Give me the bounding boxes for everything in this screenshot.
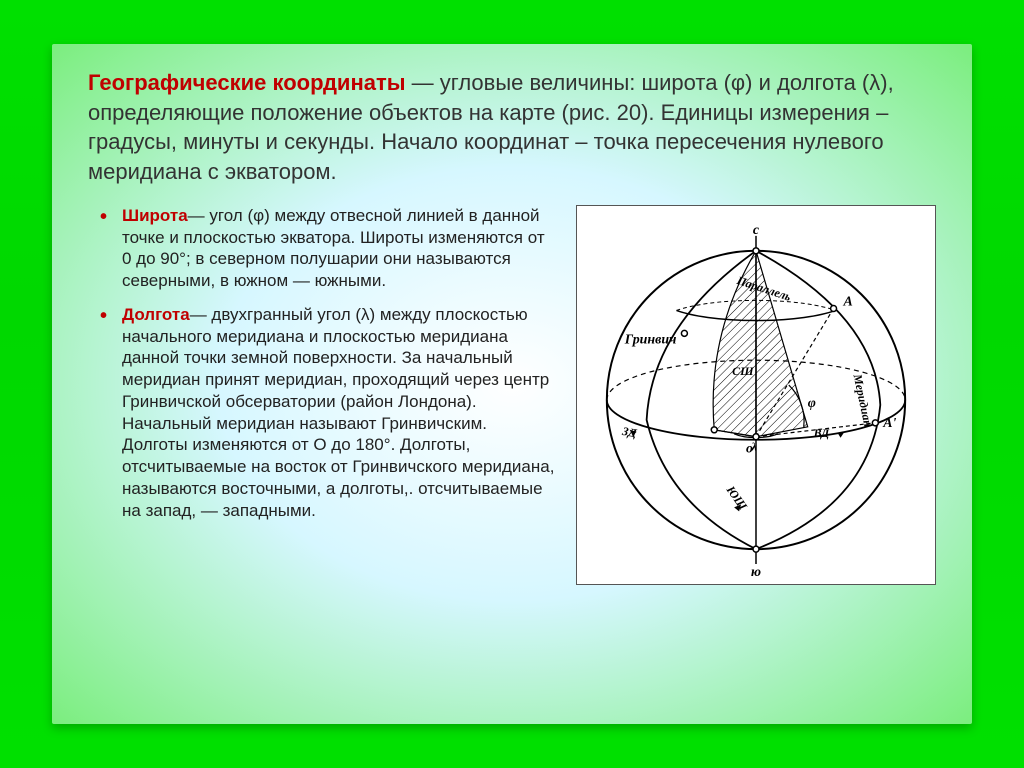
label-north: с <box>753 223 759 238</box>
label-south: ю <box>751 565 761 580</box>
def-body: — двухгранный угол (λ) между плоскостью … <box>122 305 554 520</box>
slide-card: Географические координаты — угловые вели… <box>52 44 972 724</box>
body-row: Широта— угол (φ) между отвесной линией в… <box>88 205 936 585</box>
label-lambda: λ <box>750 439 756 453</box>
label-vd: ВД <box>813 426 830 440</box>
point-a <box>831 305 837 311</box>
slide-root: Географические координаты — угловые вели… <box>0 0 1024 768</box>
globe-svg: с ю А А' о φ λ Гринвич Параллель Меридиа… <box>577 206 935 584</box>
label-phi: φ <box>808 396 816 411</box>
point-greenwich <box>681 330 687 336</box>
definition-item: Долгота— двухгранный угол (λ) между плос… <box>88 304 556 522</box>
def-term: Долгота <box>122 305 190 324</box>
definition-item: Широта— угол (φ) между отвесной линией в… <box>88 205 556 292</box>
label-a: А <box>843 294 853 309</box>
point-eq-greenwich <box>711 427 717 433</box>
def-term: Широта <box>122 206 188 225</box>
arrow-vd <box>838 432 845 438</box>
title-paragraph: Географические координаты — угловые вели… <box>88 68 936 187</box>
label-ssh: СШ <box>732 364 754 378</box>
label-a-prime: А' <box>882 416 896 431</box>
definitions-column: Широта— угол (φ) между отвесной линией в… <box>88 205 556 534</box>
south-pole-point <box>753 546 759 552</box>
north-pole-point <box>753 248 759 254</box>
globe-diagram: с ю А А' о φ λ Гринвич Параллель Меридиа… <box>576 205 936 585</box>
title-term: Географические координаты <box>88 70 406 95</box>
label-greenwich: Гринвич <box>624 332 677 347</box>
label-meridian: Меридиан <box>850 372 875 429</box>
definitions-list: Широта— угол (φ) между отвесной линией в… <box>88 205 556 522</box>
